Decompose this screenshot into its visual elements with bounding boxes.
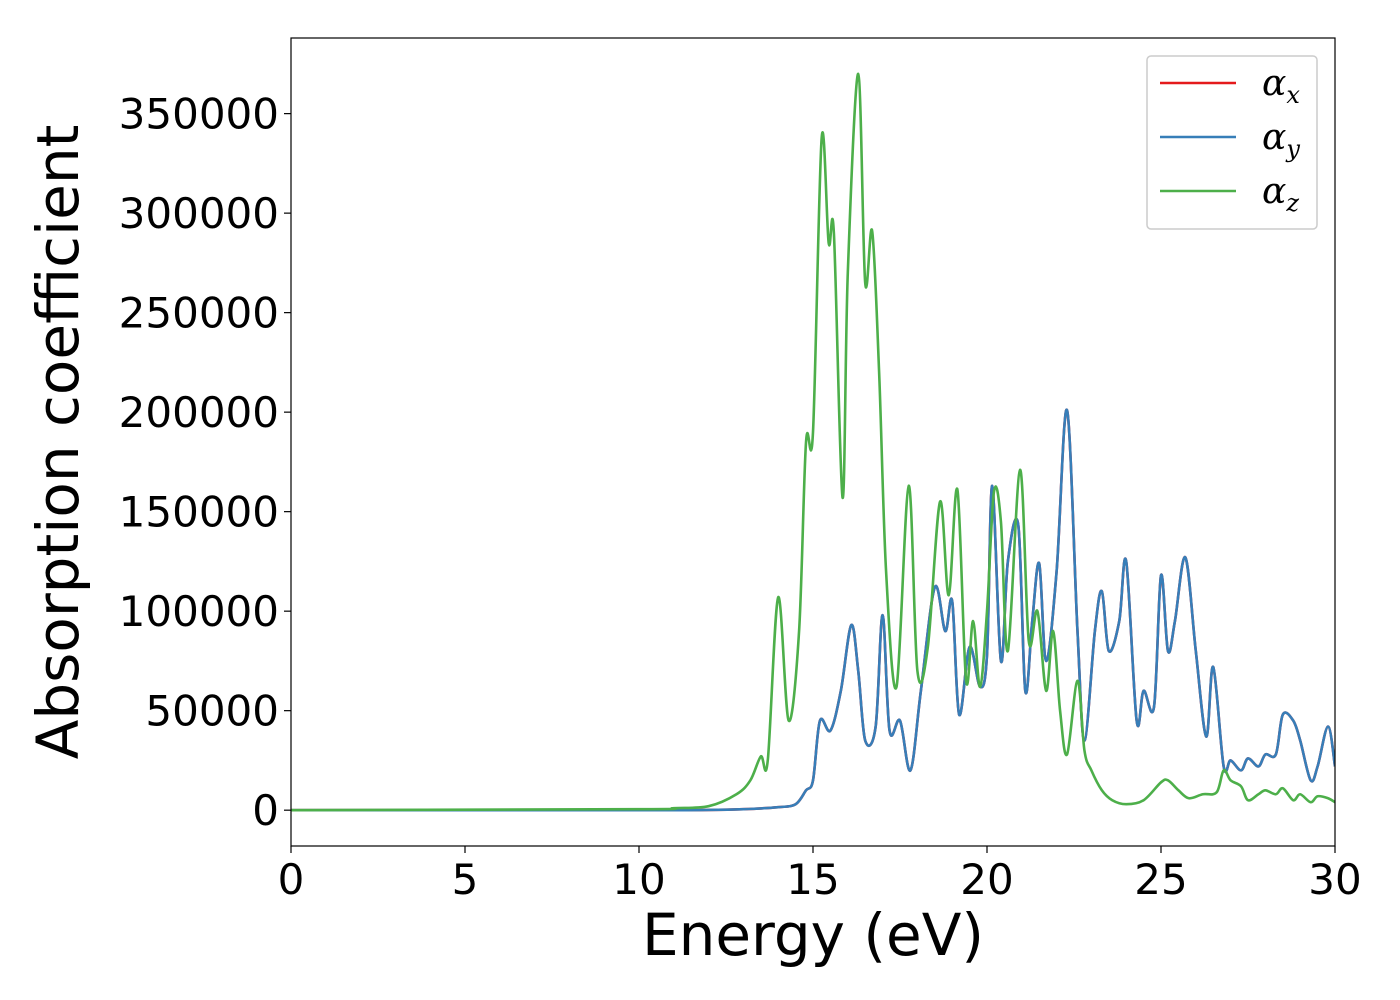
x-tick-label: 20 xyxy=(960,855,1013,904)
x-tick-label: 30 xyxy=(1308,855,1361,904)
y-tick-label: 150000 xyxy=(119,488,279,537)
y-tick-label: 0 xyxy=(252,786,279,835)
legend-label-y: αy xyxy=(1262,117,1300,163)
y-tick-label: 250000 xyxy=(119,289,279,338)
y-tick-label: 350000 xyxy=(119,90,279,139)
y-tick-label: 100000 xyxy=(119,587,279,636)
x-tick-label: 25 xyxy=(1134,855,1187,904)
legend-label-x: αx xyxy=(1262,63,1300,109)
legend-box xyxy=(1146,55,1318,230)
series-layer xyxy=(291,72,1335,812)
x-tick-label: 5 xyxy=(452,855,479,904)
series-line-y xyxy=(291,408,1335,812)
y-tick-label: 200000 xyxy=(119,388,279,437)
y-tick-label: 300000 xyxy=(119,189,279,238)
series-line-z xyxy=(291,72,1335,812)
legend-label-subscript: z xyxy=(1285,189,1299,217)
legend-label-base: α xyxy=(1262,171,1286,212)
legend-label-subscript: x xyxy=(1286,81,1300,109)
legend-label-subscript: y xyxy=(1285,135,1300,163)
legend-label-base: α xyxy=(1262,117,1286,158)
y-tick-label: 50000 xyxy=(145,687,279,736)
y-axis-label: Absorption coefficient xyxy=(24,125,92,760)
y-axis-ticks: 0 50000 100000 150000 200000 250000 300000 3500… xyxy=(119,90,291,835)
x-axis-ticks: 0 5 10 15 20 25 30 xyxy=(278,846,1362,904)
x-tick-label: 0 xyxy=(278,855,305,904)
x-axis-label: Energy (eV) xyxy=(642,901,984,969)
x-tick-label: 15 xyxy=(786,855,839,904)
legend-label-z: αz xyxy=(1262,171,1299,217)
x-tick-label: 10 xyxy=(612,855,665,904)
legend-label-base: α xyxy=(1262,63,1286,104)
